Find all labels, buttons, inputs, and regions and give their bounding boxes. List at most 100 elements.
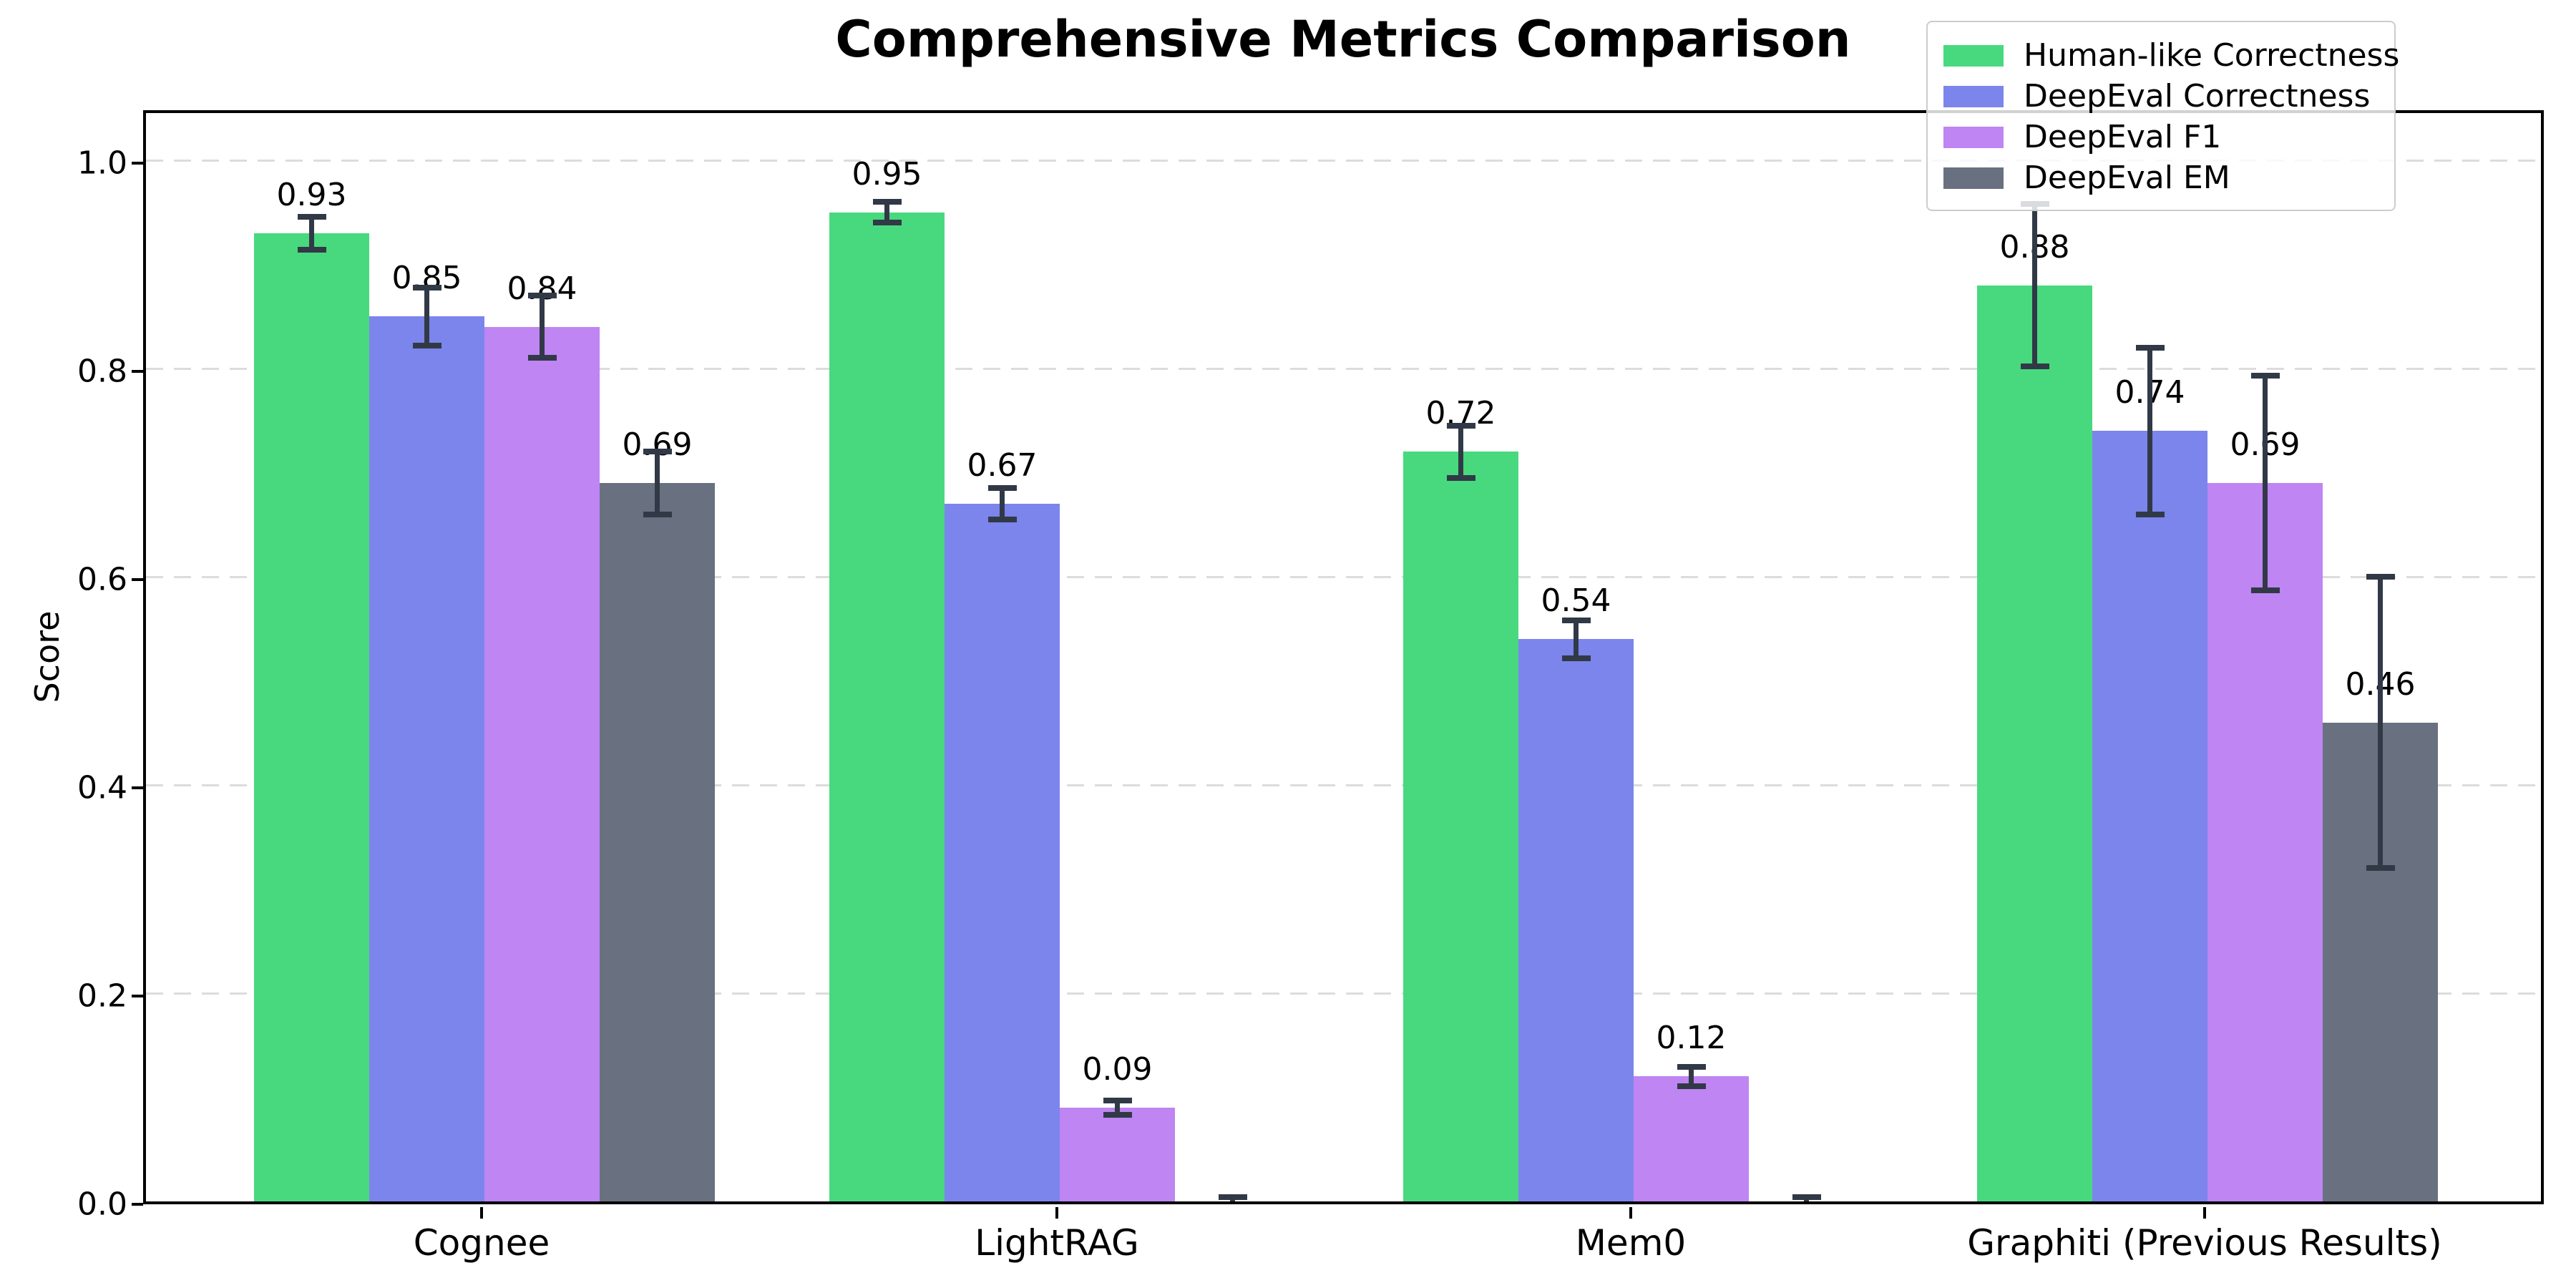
y-tick-mark [132,162,143,165]
bar-value-label: 0.09 [1082,1051,1153,1088]
bar-value-label: 0.54 [1541,582,1611,620]
x-tick-mark [2203,1207,2206,1219]
gridline-0.8 [146,368,2541,370]
error-bar-cap-bottom [987,516,1017,522]
error-bar-cap-top [1561,618,1591,624]
bar-value-label: 0.93 [276,176,347,213]
error-bar [424,287,429,346]
y-tick-label: 0.6 [77,561,127,598]
error-bar-cap-bottom [2135,511,2165,517]
y-tick-label: 0.4 [77,769,127,806]
bar [600,483,715,1201]
legend-label: Human-like Correctness [2024,37,2400,74]
bar-group-Mem0: 0.72 0.54 0.12 [1403,113,1864,1201]
error-bar [1458,426,1463,478]
error-bar-cap-top [2366,574,2395,580]
bar-group-Graphiti (Previous Results): 0.880.740.690.46 [1977,113,2438,1201]
x-tick-mark [1055,1207,1058,1219]
x-tick-mark [1629,1207,1632,1219]
legend-label: DeepEval EM [2024,160,2230,196]
y-tick-mark [132,786,143,789]
chart-title: Comprehensive Metrics Comparison [835,10,1851,69]
y-tick-label: 0.2 [77,977,127,1015]
legend-swatch [1943,44,2004,67]
error-bar-cap-top [297,213,326,220]
error-bar-cap-top [1218,1194,1247,1201]
error-bar-cap-bottom [643,511,672,517]
error-bar [2263,376,2268,590]
y-tick-mark [132,370,143,373]
legend-item: DeepEval Correctness [1943,76,2379,117]
bar-group-Cognee: 0.93 0.85 0.84 0.69 [254,113,715,1201]
error-bar-cap-top [412,284,441,291]
bar-value-label: 0.67 [967,447,1038,484]
bar [484,326,600,1201]
bar [1977,285,2092,1201]
x-tick-label-LightRAG: LightRAG [975,1222,1139,1264]
error-bar [884,202,889,223]
error-bar-cap-bottom [297,247,326,253]
error-bar [2378,577,2383,869]
bar [945,504,1060,1201]
x-tick-label-Cognee: Cognee [413,1222,550,1264]
error-bar-cap-top [987,485,1017,492]
gridline-0.4 [146,784,2541,786]
legend-swatch [1943,85,2004,107]
x-tick-label-Mem0: Mem0 [1575,1222,1687,1264]
x-tick-label-Graphiti (Previous Results): Graphiti (Previous Results) [1967,1222,2442,1264]
error-bar-cap-bottom [872,220,902,226]
legend-swatch [1943,167,2004,189]
error-bar-cap-bottom [2250,587,2280,593]
bar [1060,1108,1175,1201]
bar [254,233,369,1201]
bar [1634,1076,1749,1201]
gridline-0.6 [146,576,2541,578]
error-bar-cap-bottom [1103,1112,1132,1118]
error-bar-cap-top [1103,1097,1132,1103]
bar-group-LightRAG: 0.95 0.67 0.09 [829,113,1290,1201]
bar [1518,639,1634,1201]
legend: Human-like Correctness DeepEval Correctne… [1926,21,2399,211]
bar [369,316,484,1201]
bar [829,212,945,1201]
error-bar-cap-bottom [1677,1083,1706,1089]
bar [2092,431,2207,1201]
y-tick-mark [132,995,143,997]
x-tick-mark [480,1207,483,1219]
error-bar-cap-top [2250,373,2280,379]
error-bar-cap-bottom [527,355,557,361]
error-bar-cap-bottom [1446,474,1475,481]
gridline-1 [146,160,2541,162]
y-tick-label: 0.0 [77,1186,127,1223]
y-axis-label: Score [28,610,67,703]
error-bar-cap-top [643,449,672,455]
bar-value-label: 0.12 [1656,1020,1727,1057]
y-tick-label: 0.8 [77,353,127,390]
error-bar-cap-top [1792,1194,1821,1201]
legend-swatch [1943,126,2004,148]
legend-item: Human-like Correctness [1943,35,2399,76]
plot-area: 0.93 0.85 0.84 0.69 0.95 0.67 0.09 0.72 0.54 0.12… [143,110,2544,1204]
legend-label: DeepEval F1 [2024,119,2222,155]
error-bar [1574,620,1579,658]
legend-label: DeepEval Correctness [2024,78,2371,114]
error-bar [1689,1067,1694,1086]
gridline-0.2 [146,992,2541,995]
y-tick-mark [132,578,143,581]
bar-value-label: 0.95 [852,155,922,192]
error-bar [1115,1100,1120,1116]
error-bar-cap-bottom [1561,655,1591,661]
error-bar [2147,347,2152,514]
error-bar-cap-top [2135,344,2165,351]
error-bar-cap-bottom [412,343,441,348]
error-bar [2032,204,2037,367]
error-bar [1000,488,1005,519]
error-bar-cap-bottom [2020,364,2049,370]
error-bar-cap-top [1677,1064,1706,1070]
error-bar [540,296,545,358]
error-bar-cap-top [527,293,557,299]
error-bar-cap-top [872,199,902,205]
error-bar-cap-top [1446,423,1475,429]
error-bar-cap-bottom [2366,865,2395,872]
